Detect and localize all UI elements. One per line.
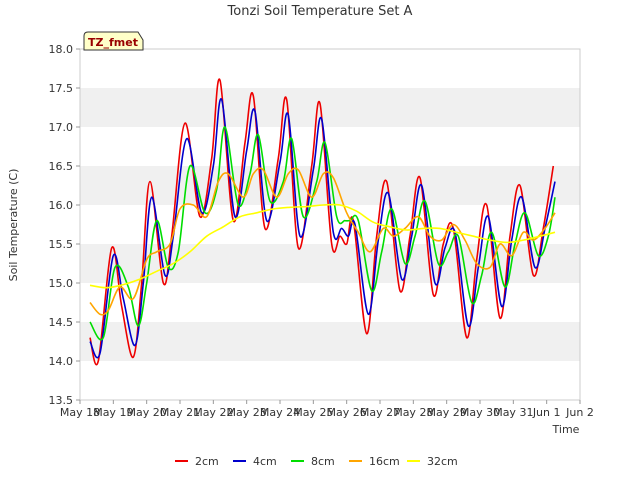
x-tick-label: May 27 (360, 406, 400, 419)
y-tick-label: 15.0 (49, 277, 74, 290)
annotation-tag: TZ_fmet (83, 31, 144, 51)
series-line-2cm (89, 78, 555, 366)
x-tick-label: May 23 (227, 406, 267, 419)
y-tick-label: 16.5 (49, 160, 74, 173)
x-tick-label: Jun 2 (565, 406, 594, 419)
y-tick-label: 17.0 (49, 121, 74, 134)
annotation-box (83, 31, 144, 51)
x-axis-label: Time (552, 423, 580, 436)
legend-label-2cm: 2cm (195, 455, 219, 468)
x-tick-label: May 30 (460, 406, 500, 419)
x-tick-label: May 21 (160, 406, 200, 419)
x-tick-label: May 18 (60, 406, 100, 419)
x-tick-label: May 20 (127, 406, 167, 419)
y-tick-label: 16.0 (49, 199, 74, 212)
grid-band (80, 49, 580, 88)
series-line-16cm (89, 167, 556, 316)
series-line-8cm (89, 126, 556, 341)
legend-label-4cm: 4cm (253, 455, 277, 468)
legend-label-8cm: 8cm (311, 455, 335, 468)
x-tick-label: May 19 (93, 406, 133, 419)
legend-label-32cm: 32cm (427, 455, 458, 468)
x-tick-label: May 25 (293, 406, 333, 419)
grid-band (80, 361, 580, 400)
grid-band (80, 127, 580, 166)
y-axis-label: Soil Temperature (C) (7, 169, 20, 282)
x-tick-label: May 26 (327, 406, 367, 419)
x-tick-label: May 24 (260, 406, 300, 419)
grid-band (80, 88, 580, 127)
grid-band (80, 322, 580, 361)
series-lines (89, 78, 556, 366)
x-tick-label: May 22 (193, 406, 233, 419)
x-tick-label: May 31 (493, 406, 533, 419)
y-tick-label: 14.5 (49, 316, 74, 329)
x-tick-label: Jun 1 (532, 406, 561, 419)
series-line-32cm (89, 203, 556, 289)
legend: 2cm 4cm 8cm 16cm 32cm (175, 455, 458, 468)
legend-label-16cm: 16cm (369, 455, 400, 468)
y-tick-label: 13.5 (49, 394, 74, 407)
x-tick-label: May 28 (393, 406, 433, 419)
x-tick-label: May 29 (427, 406, 467, 419)
y-tick-label: 17.5 (49, 82, 74, 95)
annotation-text: TZ_fmet (88, 36, 138, 49)
chart-title: Tonzi Soil Temperature Set A (227, 4, 413, 19)
y-axis-ticks: 13.5 14.0 14.5 15.0 15.5 16.0 16.5 17.0 17.5 18.0 (49, 43, 80, 407)
y-tick-label: 14.0 (49, 355, 74, 368)
y-tick-label: 15.5 (49, 238, 74, 251)
plot-area-frame (79, 48, 581, 401)
y-tick-label: 18.0 (49, 43, 74, 56)
